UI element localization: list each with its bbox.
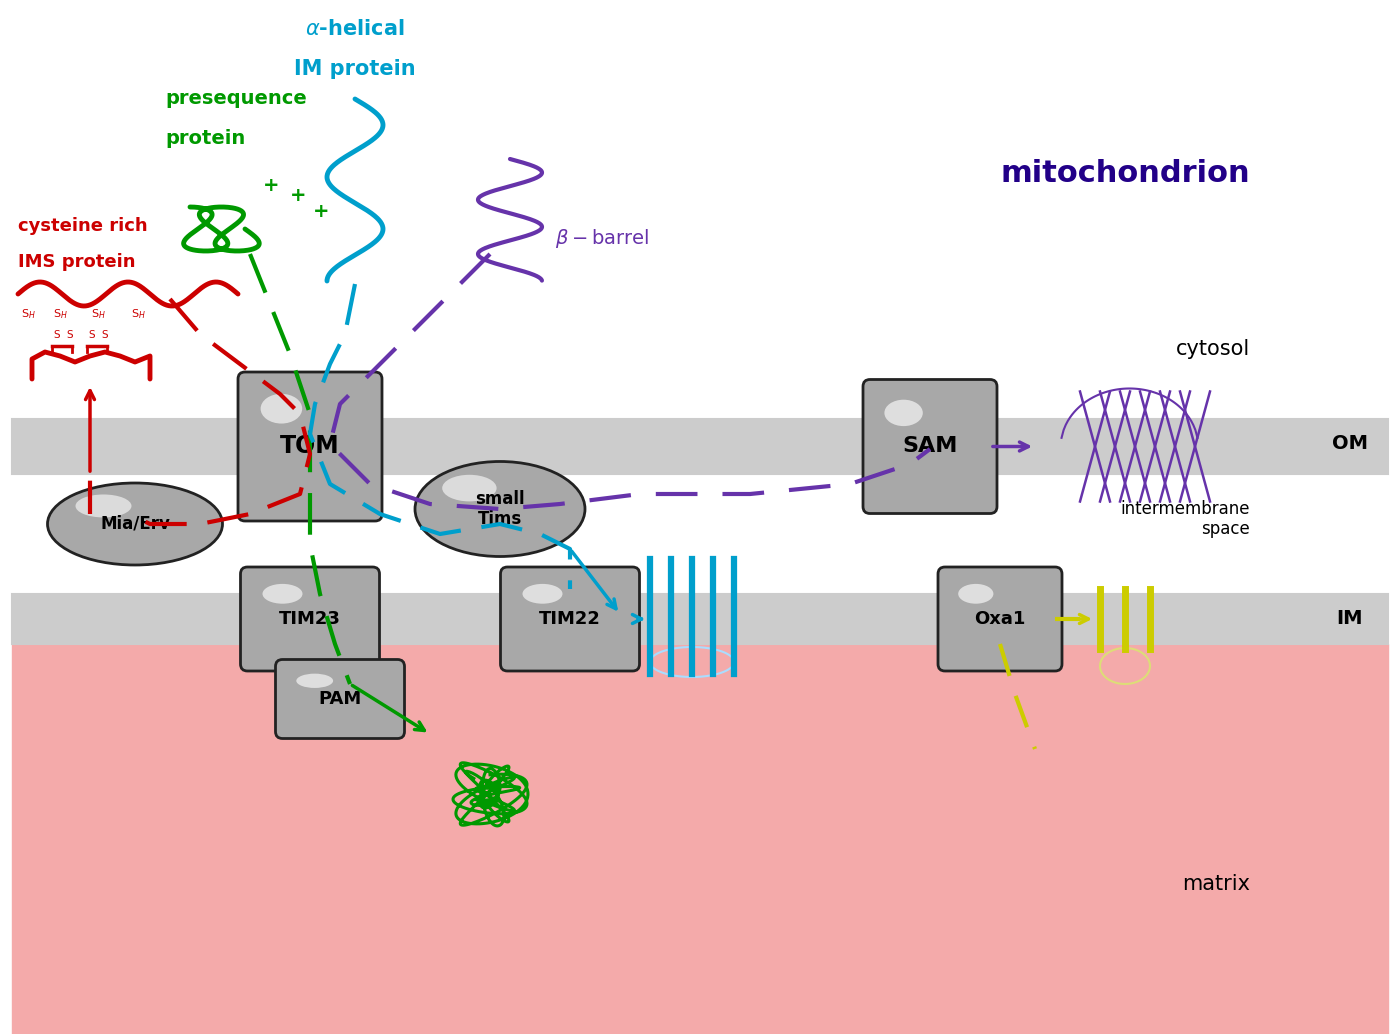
- Ellipse shape: [958, 584, 994, 604]
- Text: mitochondrion: mitochondrion: [1001, 159, 1250, 188]
- FancyBboxPatch shape: [501, 567, 640, 671]
- Bar: [13, 644, 1387, 1034]
- Text: TOM: TOM: [280, 434, 340, 458]
- Text: cytosol: cytosol: [1176, 339, 1250, 359]
- Text: presequence: presequence: [165, 90, 307, 109]
- Text: intermembrane
space: intermembrane space: [1120, 499, 1250, 539]
- Ellipse shape: [885, 400, 923, 426]
- Bar: [13, 594, 1387, 644]
- Text: matrix: matrix: [1182, 874, 1250, 894]
- Text: OM: OM: [1331, 434, 1368, 454]
- Text: $\beta-$barrel: $\beta-$barrel: [554, 227, 650, 250]
- Text: IM: IM: [1337, 609, 1364, 629]
- Text: cysteine rich: cysteine rich: [18, 217, 147, 235]
- Bar: [13, 419, 1387, 474]
- Text: PAM: PAM: [318, 690, 361, 708]
- Text: TIM23: TIM23: [279, 610, 342, 628]
- FancyBboxPatch shape: [276, 660, 405, 738]
- FancyBboxPatch shape: [862, 379, 997, 514]
- Text: +: +: [314, 202, 329, 221]
- Text: TIM22: TIM22: [539, 610, 601, 628]
- Text: SAM: SAM: [903, 436, 958, 456]
- Ellipse shape: [76, 494, 132, 517]
- Ellipse shape: [442, 475, 497, 501]
- Text: S: S: [88, 330, 95, 340]
- Ellipse shape: [414, 461, 585, 556]
- Text: S: S: [102, 330, 108, 340]
- Text: S: S: [67, 330, 73, 340]
- Text: +: +: [290, 186, 307, 205]
- Text: Oxa1: Oxa1: [974, 610, 1026, 628]
- Text: protein: protein: [165, 129, 245, 149]
- Text: IM protein: IM protein: [294, 59, 416, 79]
- Text: S$_H$: S$_H$: [91, 307, 105, 321]
- Ellipse shape: [263, 584, 302, 604]
- Text: S$_H$: S$_H$: [21, 307, 35, 321]
- FancyBboxPatch shape: [938, 567, 1063, 671]
- Ellipse shape: [48, 483, 223, 565]
- FancyBboxPatch shape: [241, 567, 379, 671]
- Ellipse shape: [522, 584, 563, 604]
- Text: Mia/Erv: Mia/Erv: [99, 515, 169, 533]
- Text: small
Tims: small Tims: [475, 490, 525, 528]
- Ellipse shape: [260, 394, 302, 424]
- Text: +: +: [263, 176, 280, 195]
- Text: S: S: [53, 330, 60, 340]
- Text: IMS protein: IMS protein: [18, 253, 136, 271]
- Text: S$_H$: S$_H$: [130, 307, 146, 321]
- Ellipse shape: [297, 673, 333, 688]
- Text: S$_H$: S$_H$: [53, 307, 67, 321]
- FancyBboxPatch shape: [238, 372, 382, 521]
- Text: $\alpha$-helical: $\alpha$-helical: [305, 19, 405, 39]
